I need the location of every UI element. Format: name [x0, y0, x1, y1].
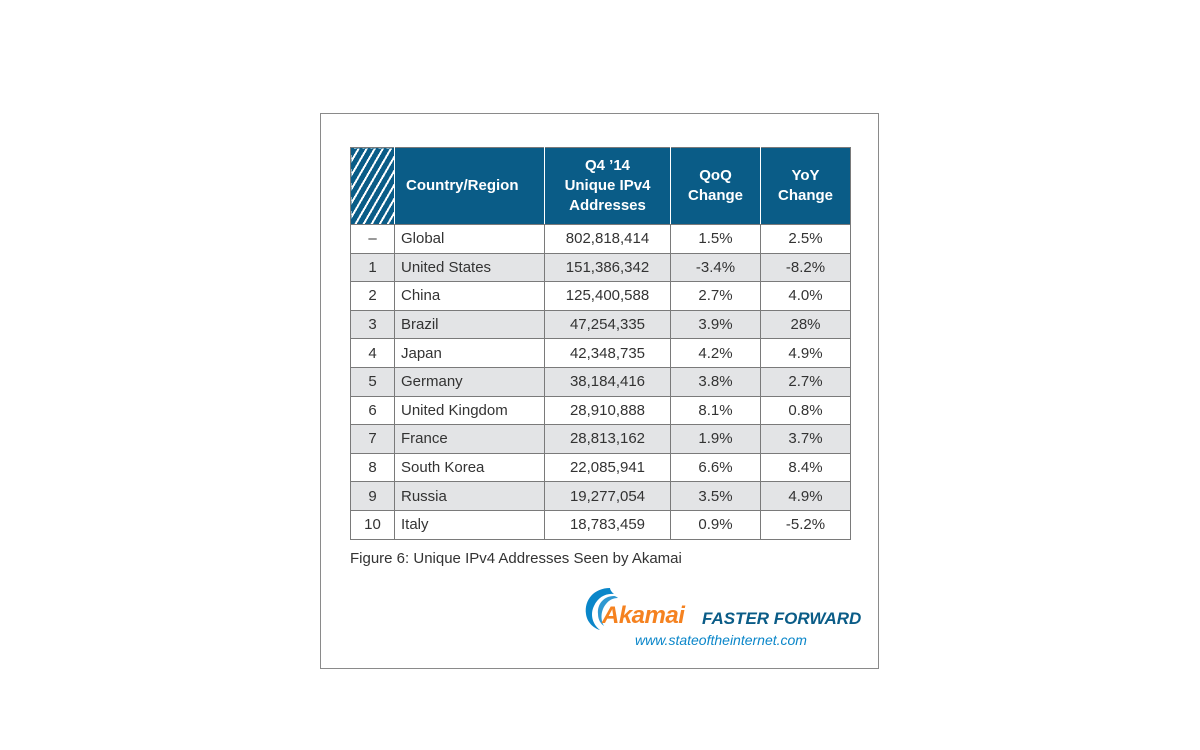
table-row: 7 France 28,813,162 1.9% 3.7% [350, 424, 851, 454]
figure-caption: Figure 6: Unique IPv4 Addresses Seen by … [350, 550, 682, 567]
table-row: – Global 802,818,414 1.5% 2.5% [350, 224, 851, 254]
table-row: 6 United Kingdom 28,910,888 8.1% 0.8% [350, 395, 851, 426]
country-cell: United States [394, 252, 545, 283]
addresses-cell: 18,783,459 [544, 509, 671, 540]
yoy-change-cell: 3.7% [760, 424, 851, 454]
header-row: Country/Region Q4 ’14 Unique IPv4 Addres… [350, 147, 851, 225]
addresses-cell: 151,386,342 [544, 252, 671, 283]
qoq-change-cell: 6.6% [670, 452, 761, 483]
rank-cell: 1 [350, 252, 395, 283]
addresses-cell: 19,277,054 [544, 481, 671, 511]
table-row: 4 Japan 42,348,735 4.2% 4.9% [350, 338, 851, 368]
addresses-cell: 802,818,414 [544, 224, 671, 254]
yoy-change-cell: 4.9% [760, 481, 851, 511]
rank-cell: 6 [350, 395, 395, 426]
table-row: 3 Brazil 47,254,335 3.9% 28% [350, 309, 851, 340]
yoy-change-cell: 8.4% [760, 452, 851, 483]
qoq-change-cell: 1.9% [670, 424, 761, 454]
yoy-change-cell: 28% [760, 309, 851, 340]
qoq-change-cell: 3.9% [670, 309, 761, 340]
addresses-cell: 28,813,162 [544, 424, 671, 454]
country-cell: Russia [394, 481, 545, 511]
addresses-cell: 125,400,588 [544, 281, 671, 311]
table-row: 5 Germany 38,184,416 3.8% 2.7% [350, 366, 851, 397]
rank-cell: 10 [350, 509, 395, 540]
yoy-change-cell: 2.5% [760, 224, 851, 254]
addresses-cell: 47,254,335 [544, 309, 671, 340]
yoy-change-cell: -5.2% [760, 509, 851, 540]
qoq-change-cell: 0.9% [670, 509, 761, 540]
country-cell: Brazil [394, 309, 545, 340]
akamai-logo: Akamai FASTER FORWARD www.stateoftheinte… [580, 584, 861, 654]
country-cell: France [394, 424, 545, 454]
rank-cell: – [350, 224, 395, 254]
rank-cell: 2 [350, 281, 395, 311]
qoq-change-cell: 2.7% [670, 281, 761, 311]
yoy-change-cell: -8.2% [760, 252, 851, 283]
yoy-change-cell: 0.8% [760, 395, 851, 426]
country-cell: Germany [394, 366, 545, 397]
header-yoy: YoY Change [760, 147, 851, 225]
qoq-change-cell: 1.5% [670, 224, 761, 254]
table-row: 10 Italy 18,783,459 0.9% -5.2% [350, 509, 851, 540]
yoy-change-cell: 4.0% [760, 281, 851, 311]
country-cell: Japan [394, 338, 545, 368]
addresses-cell: 22,085,941 [544, 452, 671, 483]
country-cell: China [394, 281, 545, 311]
qoq-change-cell: 3.8% [670, 366, 761, 397]
qoq-change-cell: -3.4% [670, 252, 761, 283]
addresses-cell: 42,348,735 [544, 338, 671, 368]
country-cell: South Korea [394, 452, 545, 483]
rank-cell: 9 [350, 481, 395, 511]
table-row: 9 Russia 19,277,054 3.5% 4.9% [350, 481, 851, 511]
header-rank-stripe [350, 147, 395, 225]
logo-brand: Akamai [602, 602, 685, 629]
yoy-change-cell: 4.9% [760, 338, 851, 368]
akamai-wave-icon [585, 588, 618, 630]
addresses-cell: 28,910,888 [544, 395, 671, 426]
country-cell: United Kingdom [394, 395, 545, 426]
rank-cell: 3 [350, 309, 395, 340]
header-addresses: Q4 ’14 Unique IPv4 Addresses [544, 147, 671, 225]
yoy-change-cell: 2.7% [760, 366, 851, 397]
qoq-change-cell: 4.2% [670, 338, 761, 368]
qoq-change-cell: 8.1% [670, 395, 761, 426]
rank-cell: 8 [350, 452, 395, 483]
header-country: Country/Region [394, 147, 545, 225]
rank-cell: 7 [350, 424, 395, 454]
logo-url: www.stateoftheinternet.com [635, 632, 807, 648]
table-row: 8 South Korea 22,085,941 6.6% 8.4% [350, 452, 851, 483]
rank-cell: 5 [350, 366, 395, 397]
logo-tagline: FASTER FORWARD [702, 609, 862, 628]
header-qoq: QoQ Change [670, 147, 761, 225]
country-cell: Global [394, 224, 545, 254]
addresses-cell: 38,184,416 [544, 366, 671, 397]
qoq-change-cell: 3.5% [670, 481, 761, 511]
table-row: 1 United States 151,386,342 -3.4% -8.2% [350, 252, 851, 283]
table-body: – Global 802,818,414 1.5% 2.5% 1 United States… [350, 224, 851, 540]
rank-cell: 4 [350, 338, 395, 368]
ipv4-addresses-table: Country/Region Q4 ’14 Unique IPv4 Addres… [350, 147, 851, 540]
country-cell: Italy [394, 509, 545, 540]
table-row: 2 China 125,400,588 2.7% 4.0% [350, 281, 851, 311]
